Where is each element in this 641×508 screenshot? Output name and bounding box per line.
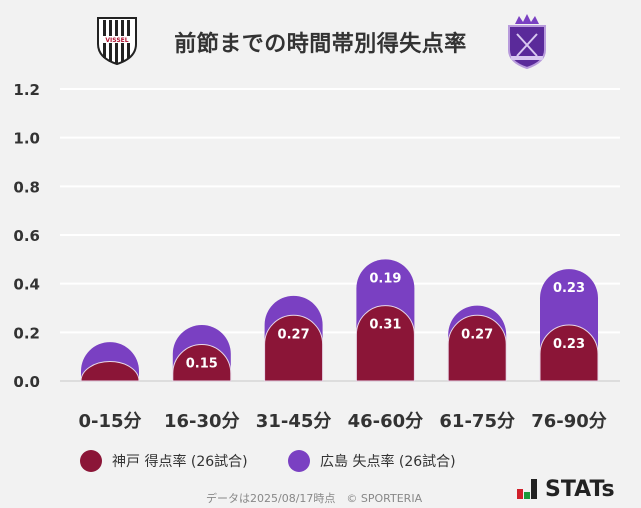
y-tick-label: 0.6 (13, 227, 40, 245)
bar-kobe (80, 361, 140, 382)
y-tick-label: 0.2 (13, 324, 40, 342)
y-tick-label: 1.2 (13, 81, 40, 99)
legend-label-hiroshima: 広島 失点率 (26試合) (320, 454, 456, 470)
legend-swatch-hiroshima (288, 450, 310, 472)
data-label-kobe: 0.23 (553, 337, 585, 352)
data-label-kobe: 0.15 (186, 357, 218, 372)
x-tick-label: 76-90分 (531, 411, 607, 432)
bar-kobe (447, 314, 507, 382)
x-tick-label: 61-75分 (439, 411, 515, 432)
legend-item-hiroshima: 広島 失点率 (26試合) (288, 450, 456, 472)
stats-brand-text: STATs (545, 477, 615, 502)
data-label-hiroshima: 0.23 (553, 281, 585, 296)
bar-kobe (172, 344, 232, 382)
x-tick-label: 31-45分 (256, 411, 332, 432)
stats-brand: STATs (517, 477, 615, 502)
vissel-kobe-logo: VISSEL (97, 17, 137, 66)
footer-note: データは2025/08/17時点 © SPORTERIA (206, 492, 423, 505)
legend-item-kobe: 神戸 得点率 (26試合) (80, 450, 248, 472)
y-tick-label: 1.0 (13, 130, 40, 148)
sanfrecce-hiroshima-logo (508, 14, 546, 70)
y-tick-label: 0.4 (13, 276, 40, 294)
x-tick-label: 46-60分 (348, 411, 424, 432)
bar-kobe (264, 314, 324, 382)
bar-kobe (539, 324, 599, 382)
bar-chart: 0.0 0.2 0.4 0.6 0.8 1.0 1.2 0-15分 0.15 16-30分 0.27… (13, 81, 620, 432)
legend-swatch-kobe (80, 450, 102, 472)
data-label-kobe: 0.27 (461, 327, 493, 342)
stats-bars-icon (517, 478, 537, 499)
data-label-kobe: 0.27 (278, 327, 310, 342)
data-label-hiroshima: 0.19 (369, 271, 401, 286)
x-tick-label: 0-15分 (78, 411, 141, 432)
legend-label-kobe: 神戸 得点率 (26試合) (112, 454, 248, 470)
bar-kobe (355, 305, 415, 382)
chart-title: 前節までの時間帯別得失点率 (174, 32, 467, 57)
y-tick-label: 0.8 (13, 178, 40, 196)
x-tick-label: 16-30分 (164, 411, 240, 432)
svg-text:VISSEL: VISSEL (105, 37, 128, 44)
data-label-kobe: 0.31 (369, 318, 401, 333)
y-tick-label: 0.0 (13, 373, 40, 391)
